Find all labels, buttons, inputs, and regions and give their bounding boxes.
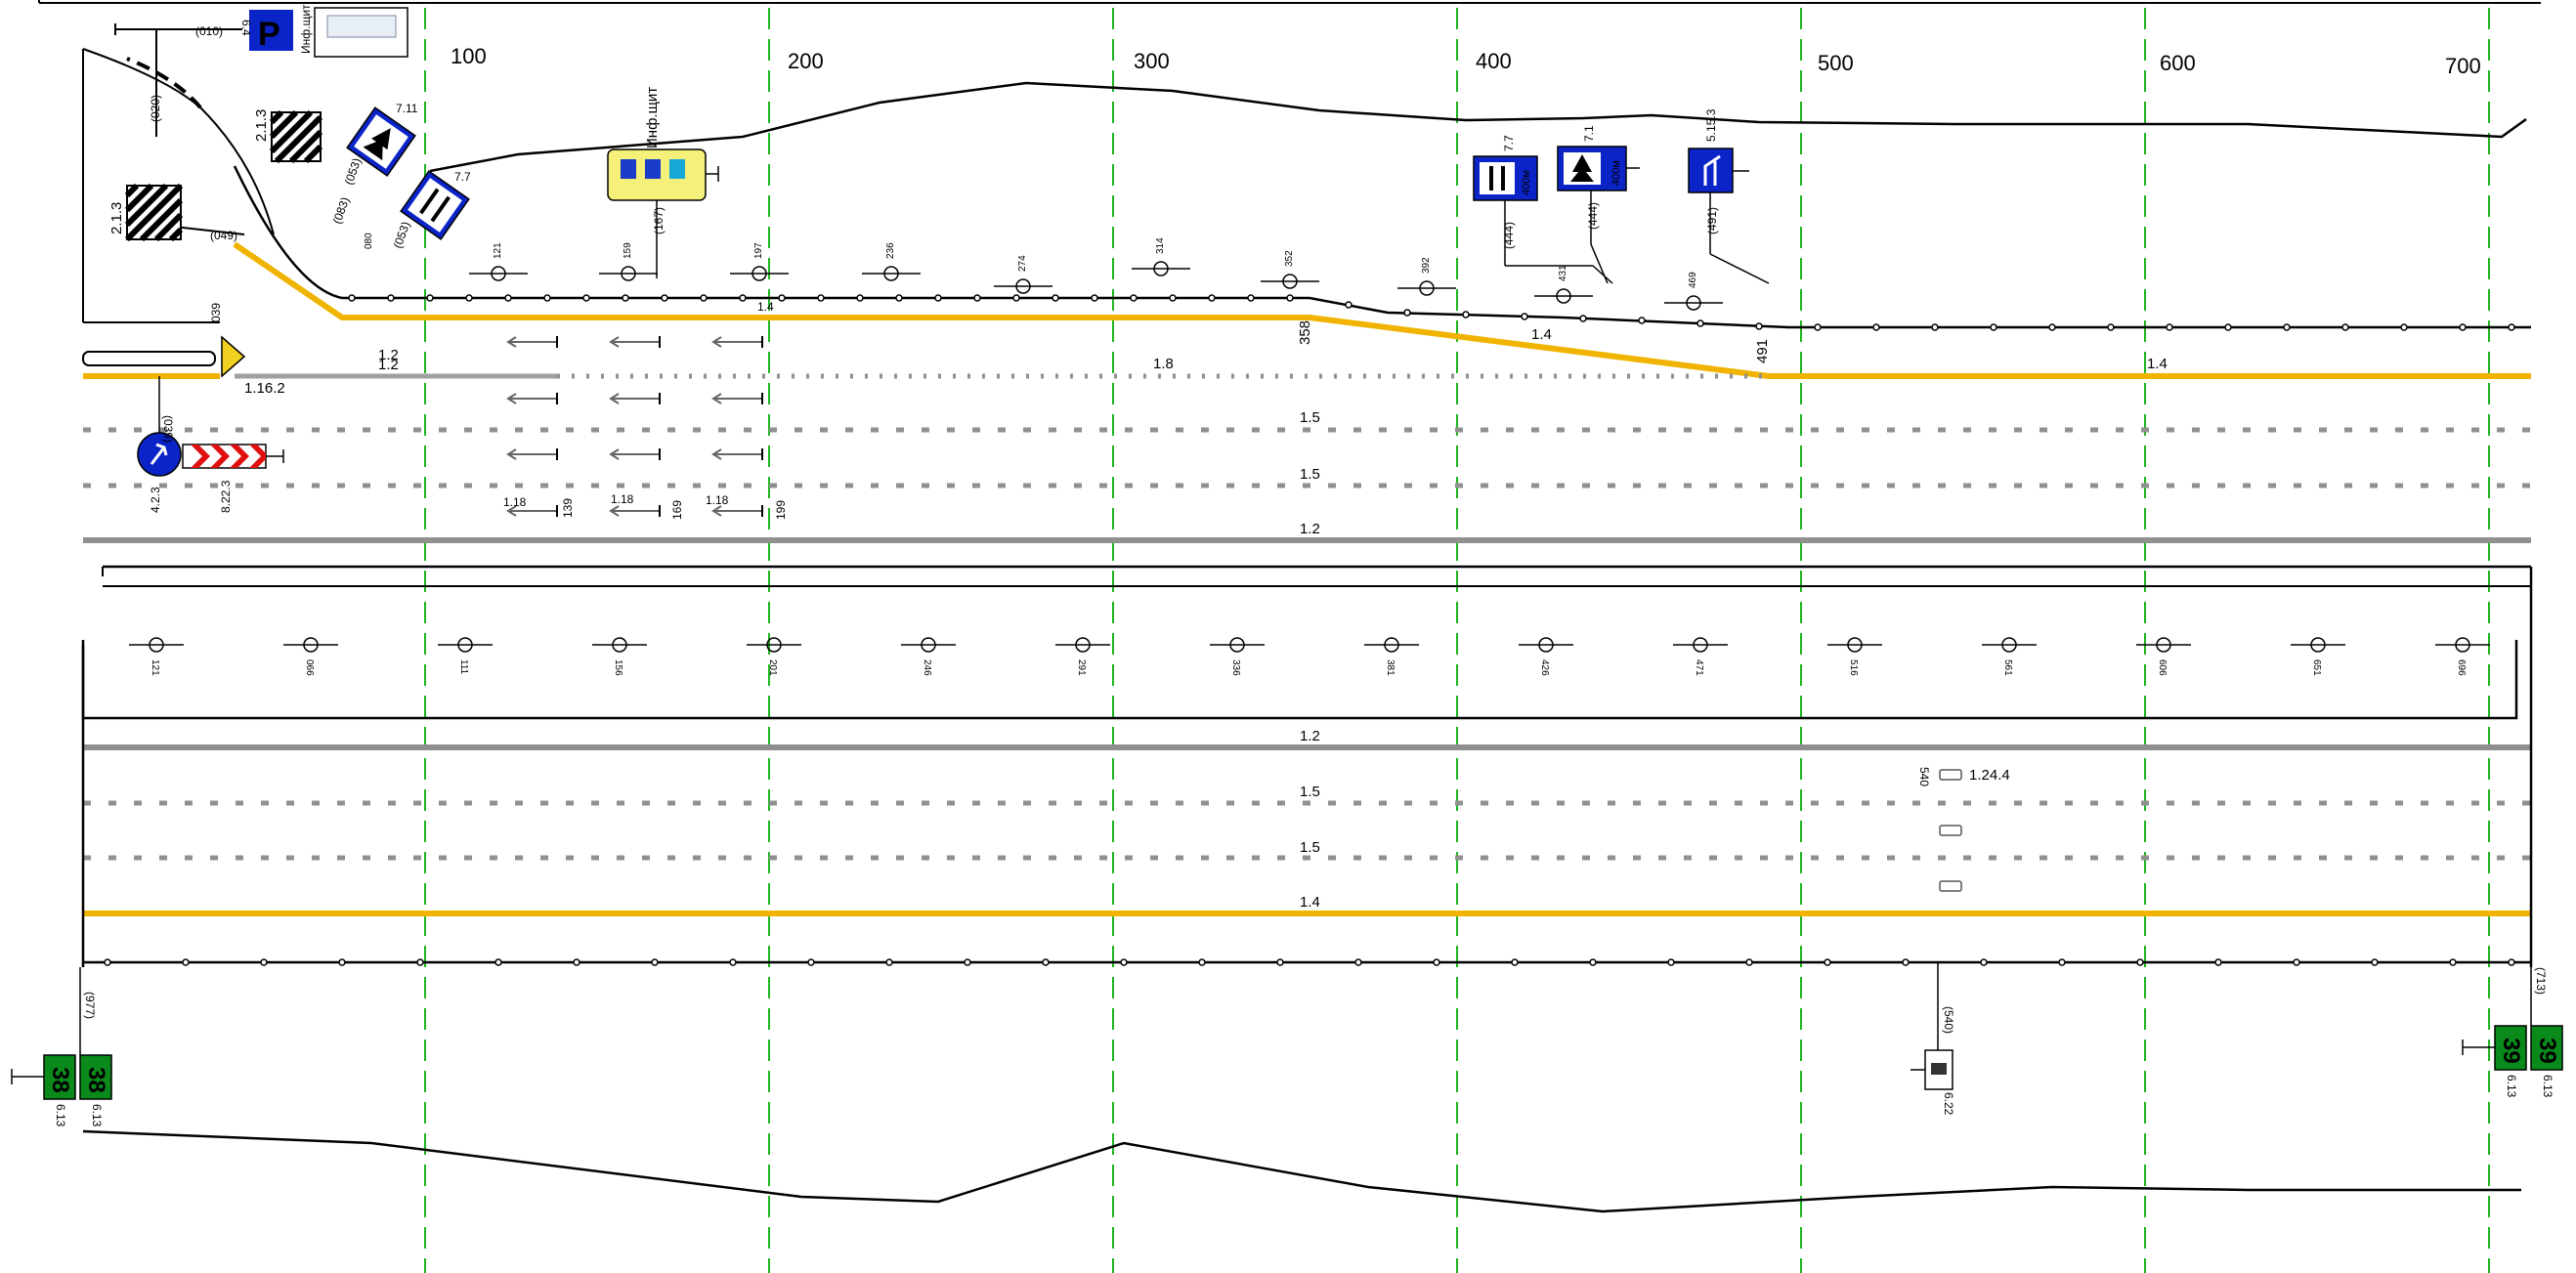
code-080: 080 xyxy=(364,233,374,249)
km-39-a: 39 xyxy=(2498,1038,2524,1064)
marking-1-2-b: 1.2 xyxy=(378,357,399,373)
station-500: 500 xyxy=(1818,51,1854,75)
lamp-number: 291 xyxy=(1076,659,1087,676)
lamp-number: 197 xyxy=(753,242,764,259)
parking-offset: (010) xyxy=(195,24,223,38)
lamp-number: 236 xyxy=(885,242,896,259)
lamp-number: 696 xyxy=(2456,659,2467,676)
lamp-number: 246 xyxy=(922,659,932,676)
offset-167: (167) xyxy=(652,207,665,234)
code-4-2-3: 4.2.3 xyxy=(149,487,162,513)
marking-1-8: 1.8 xyxy=(1153,356,1174,372)
parking-symbol: P xyxy=(258,16,280,53)
lamp-number: 561 xyxy=(2002,659,2013,676)
distance-b: 400м xyxy=(1610,160,1622,186)
offset-540: (540) xyxy=(1942,1006,1955,1034)
chainage-169: 169 xyxy=(670,500,684,520)
offset-491: (491) xyxy=(1705,207,1719,234)
info-board-top-label: Инф.щит xyxy=(299,4,313,54)
lamp-number: 066 xyxy=(304,659,315,676)
code-2-1-3-a: 2.1.3 xyxy=(108,202,125,234)
code-7-11: 7.11 xyxy=(396,102,418,115)
lamp-number: 352 xyxy=(1284,250,1295,267)
station-200: 200 xyxy=(788,49,824,73)
marking-1-18-c: 1.18 xyxy=(706,493,729,507)
code-5-15-3: 5.15.3 xyxy=(1704,108,1718,142)
lamp-number: 381 xyxy=(1385,659,1395,676)
marking-1-4-a: 1.4 xyxy=(757,300,774,314)
code-6-22: 6.22 xyxy=(1942,1092,1955,1116)
offset-444-a: (444) xyxy=(1502,222,1516,249)
parking-code: 6.4 xyxy=(239,20,253,36)
code-6-13-c: 6.13 xyxy=(2505,1075,2518,1098)
lamp-number: 469 xyxy=(1688,272,1698,288)
chainage-358: 358 xyxy=(1297,320,1313,345)
lamp-number: 651 xyxy=(2311,659,2322,676)
lamp-number: 274 xyxy=(1017,255,1028,272)
km-38-a: 38 xyxy=(47,1067,73,1093)
station-400: 400 xyxy=(1476,49,1512,73)
station-100: 100 xyxy=(451,44,487,68)
marking-1-5-a: 1.5 xyxy=(1300,409,1320,426)
offset-977: (977) xyxy=(83,992,97,1019)
lamp-number: 121 xyxy=(493,242,503,259)
code-7-7-b: 7.7 xyxy=(1502,135,1516,151)
lamp-number: 426 xyxy=(1539,659,1550,676)
offset-444-b: (444) xyxy=(1586,202,1600,230)
code-6-13-a: 6.13 xyxy=(54,1104,67,1127)
marking-1-16-2: 1.16.2 xyxy=(244,380,285,397)
chainage-039: 039 xyxy=(209,303,223,322)
lamp-number: 392 xyxy=(1421,257,1432,274)
marking-1-2-c: 1.2 xyxy=(1300,521,1320,537)
code-7-7-a: 7.7 xyxy=(454,170,471,184)
lamp-number: 336 xyxy=(1230,659,1241,676)
marking-1-18-b: 1.18 xyxy=(611,492,634,506)
offset-020: (020) xyxy=(149,95,162,122)
lamp-number: 156 xyxy=(613,659,623,676)
marking-1-4-c: 1.4 xyxy=(2147,356,2168,372)
code-7-1: 7.1 xyxy=(1582,125,1596,142)
distance-a: 400м xyxy=(1521,170,1532,195)
offset-049: (049) xyxy=(210,229,237,242)
lamp-number: 121 xyxy=(150,659,160,676)
code-2-1-3-b: 2.1.3 xyxy=(253,109,270,142)
marking-1-4-b: 1.4 xyxy=(1531,326,1552,343)
chainage-491: 491 xyxy=(1754,339,1771,363)
chainage-139: 139 xyxy=(561,498,575,518)
km-39-b: 39 xyxy=(2534,1038,2560,1064)
lamp-number: 471 xyxy=(1694,659,1704,676)
lamp-number: 606 xyxy=(2157,659,2168,676)
station-700: 700 xyxy=(2445,54,2481,78)
bottom-marking-1-4: 1.4 xyxy=(1300,894,1320,911)
lamp-number: 516 xyxy=(1848,659,1859,676)
lamp-number: 201 xyxy=(767,659,778,676)
chainage-199: 199 xyxy=(774,500,788,520)
info-board-yellow-label: Инф.щит xyxy=(644,87,661,149)
offset-039: (039) xyxy=(161,415,175,443)
marking-1-5-b: 1.5 xyxy=(1300,466,1320,483)
km-38-b: 38 xyxy=(83,1067,109,1093)
code-6-13-d: 6.13 xyxy=(2541,1075,2555,1098)
chainage-540: 540 xyxy=(1917,767,1931,786)
bottom-marking-1-5-a: 1.5 xyxy=(1300,784,1320,800)
marking-1-18-a: 1.18 xyxy=(503,495,527,509)
marking-1-24-4: 1.24.4 xyxy=(1969,767,2010,784)
code-6-13-b: 6.13 xyxy=(90,1104,104,1127)
station-300: 300 xyxy=(1134,49,1170,73)
code-8-22-3: 8.22.3 xyxy=(219,480,233,513)
bottom-marking-1-2: 1.2 xyxy=(1300,728,1320,744)
lamp-number: 314 xyxy=(1155,237,1166,254)
bottom-marking-1-5-b: 1.5 xyxy=(1300,839,1320,856)
info-board-top: Инф.щит xyxy=(299,4,408,57)
lamp-number: 431 xyxy=(1558,265,1568,281)
station-600: 600 xyxy=(2160,51,2196,75)
lamp-number: 159 xyxy=(623,242,633,259)
lamp-number: 111 xyxy=(458,659,469,675)
offset-713: (713) xyxy=(2534,967,2548,995)
